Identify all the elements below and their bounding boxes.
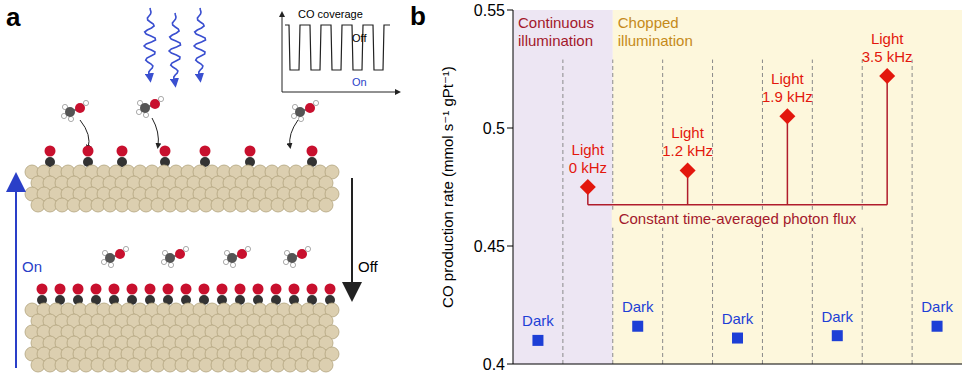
svg-text:Off: Off [352, 32, 367, 44]
svg-text:1.2 kHz: 1.2 kHz [662, 142, 713, 159]
svg-text:0.5: 0.5 [483, 120, 505, 137]
svg-text:0.4: 0.4 [483, 356, 505, 373]
svg-text:Continuous: Continuous [518, 14, 594, 31]
svg-text:CO coverage: CO coverage [298, 8, 363, 20]
svg-text:3.5 kHz: 3.5 kHz [862, 48, 913, 65]
svg-text:Dark: Dark [622, 298, 654, 315]
svg-text:0 kHz: 0 kHz [569, 159, 607, 176]
svg-text:Light: Light [572, 141, 605, 158]
svg-text:a: a [6, 2, 21, 32]
html-text:b: b [410, 1, 426, 31]
svg-text:On: On [352, 76, 367, 88]
svg-text:Light: Light [671, 124, 704, 141]
svg-text:On: On [22, 258, 42, 275]
svg-text:Light: Light [771, 70, 804, 87]
svg-text:CO production rate (mmol s⁻¹ g: CO production rate (mmol s⁻¹ gPt⁻¹) [439, 66, 456, 308]
svg-text:Dark: Dark [921, 298, 953, 315]
svg-text:Dark: Dark [522, 312, 554, 329]
svg-text:Chopped: Chopped [618, 14, 679, 31]
svg-text:illumination: illumination [618, 32, 693, 49]
svg-text:Dark: Dark [722, 310, 754, 327]
svg-text:Light: Light [871, 30, 904, 47]
svg-text:0.45: 0.45 [474, 238, 505, 255]
svg-text:Constant time-averaged photon: Constant time-averaged photon flux [619, 210, 857, 227]
svg-text:illumination: illumination [518, 32, 593, 49]
svg-text:Dark: Dark [821, 308, 853, 325]
svg-text:Off: Off [358, 258, 379, 275]
svg-text:1.9 kHz: 1.9 kHz [762, 88, 813, 105]
svg-text:0.55: 0.55 [474, 2, 505, 19]
